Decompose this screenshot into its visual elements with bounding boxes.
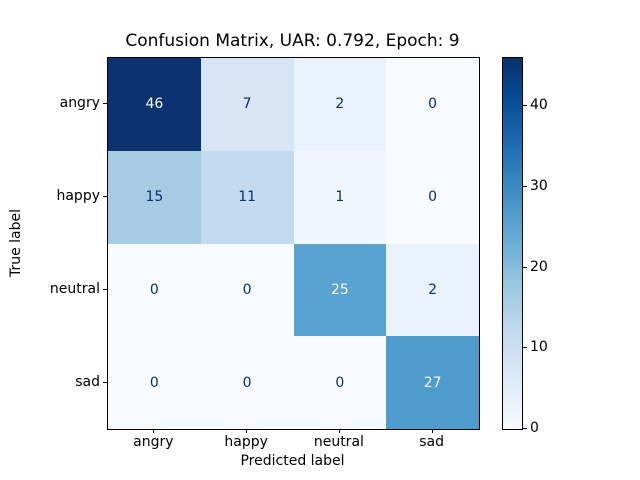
x-tick-label: angry	[133, 434, 174, 450]
matrix-cell: 0	[108, 336, 201, 429]
colorbar-tick-label: 30	[530, 178, 548, 195]
x-axis-tick	[431, 429, 433, 433]
matrix-cell: 0	[200, 243, 294, 337]
colorbar-tick-label: 0	[530, 420, 539, 436]
matrix-cell: 46	[108, 58, 201, 151]
x-axis-tick	[153, 429, 155, 433]
colorbar-tick-label: 40	[530, 97, 548, 114]
matrix-cell: 2	[386, 243, 479, 337]
x-tick-label: neutral	[313, 434, 364, 450]
matrix-cell: 27	[386, 336, 479, 429]
x-axis-tick	[338, 429, 340, 433]
x-axis-tick	[246, 429, 248, 433]
x-tick-label: happy	[224, 434, 268, 450]
y-tick-label: angry	[59, 95, 100, 112]
chart-title: Confusion Matrix, UAR: 0.792, Epoch: 9	[125, 31, 460, 51]
matrix-cell: 11	[200, 150, 294, 244]
y-axis-label: True label	[8, 208, 24, 278]
x-axis-label: Predicted label	[240, 453, 345, 469]
matrix-cell: 0	[293, 336, 387, 429]
y-tick-label: happy	[56, 188, 100, 205]
confusion-matrix: 46 7 2 0 15 11 1 0 0 0 25 2 0 0 0 27	[107, 57, 480, 430]
matrix-cell: 0	[386, 58, 479, 151]
y-tick-label: sad	[75, 373, 100, 390]
matrix-cell: 0	[200, 336, 294, 429]
colorbar-tick-label: 10	[530, 339, 548, 356]
y-axis-tick	[103, 288, 107, 290]
matrix-cell: 0	[386, 150, 479, 244]
y-axis-tick	[103, 196, 107, 198]
x-tick-label: sad	[419, 434, 445, 450]
colorbar-tick-label: 20	[530, 258, 548, 275]
y-axis-tick	[103, 103, 107, 105]
colorbar-tick	[523, 186, 527, 188]
colorbar-tick	[523, 347, 527, 349]
matrix-cell: 1	[293, 150, 387, 244]
colorbar-tick	[523, 105, 527, 107]
matrix-cell: 0	[108, 243, 201, 337]
colorbar	[502, 57, 523, 430]
colorbar-tick	[523, 428, 527, 429]
y-axis-tick	[103, 381, 107, 383]
matrix-cell: 7	[200, 58, 294, 151]
colorbar-tick	[523, 266, 527, 268]
y-tick-label: neutral	[49, 280, 100, 297]
matrix-cell: 2	[293, 58, 387, 151]
matrix-cell: 15	[108, 150, 201, 244]
matrix-cell: 25	[293, 243, 387, 337]
